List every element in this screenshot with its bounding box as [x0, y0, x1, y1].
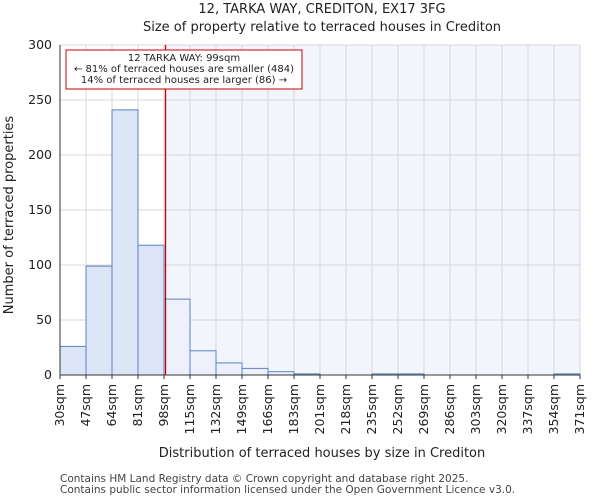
histogram-bar — [137, 244, 165, 376]
x-tick-label: 201sqm — [312, 384, 327, 434]
chart-title: 12, TARKA WAY, CREDITON, EX17 3FG — [198, 2, 445, 17]
x-tick-label: 286sqm — [442, 384, 457, 434]
x-tick-label: 235sqm — [364, 384, 379, 434]
histogram-bar — [85, 265, 113, 376]
x-tick-label: 320sqm — [494, 384, 509, 434]
y-axis-label: Number of terraced properties — [2, 116, 17, 315]
y-tick-label: 50 — [36, 312, 52, 327]
x-tick-label: 183sqm — [286, 384, 301, 434]
footer-licence: Contains public sector information licen… — [60, 484, 516, 496]
y-tick-label: 300 — [28, 37, 52, 52]
x-tick-label: 269sqm — [416, 384, 431, 434]
x-tick-label: 149sqm — [234, 384, 249, 434]
histogram-bar — [241, 367, 269, 376]
x-tick-label: 337sqm — [520, 384, 535, 434]
histogram-bar — [111, 109, 139, 376]
plot-area: 0 50 100 150 200 250 300 30sqm 47sqm 64sqm 81sqm 98… — [28, 37, 587, 434]
annotation-smaller: ← 81% of terraced houses are smaller (48… — [74, 64, 294, 75]
x-axis-label: Distribution of terraced houses by size … — [159, 446, 486, 461]
x-tick-label: 98sqm — [156, 384, 171, 427]
x-tick-label: 303sqm — [468, 384, 483, 434]
annotation-box — [65, 49, 303, 90]
x-tick-label: 115sqm — [182, 384, 197, 434]
x-tick-label: 81sqm — [130, 384, 145, 427]
annotation-title: 12 TARKA WAY: 99sqm — [128, 53, 240, 64]
histogram-bar — [215, 362, 243, 376]
y-tick-label: 0 — [44, 367, 52, 382]
histogram-bar — [59, 345, 87, 376]
x-tick-label: 47sqm — [78, 384, 93, 427]
x-tick-label: 166sqm — [260, 384, 275, 434]
y-tick-label: 200 — [28, 147, 52, 162]
x-tick-label: 64sqm — [104, 384, 119, 427]
chart-subtitle: Size of property relative to terraced ho… — [143, 20, 501, 35]
y-tick-label: 250 — [28, 92, 52, 107]
x-tick-label: 252sqm — [390, 384, 405, 434]
annotation-larger: 14% of terraced houses are larger (86) → — [81, 75, 287, 86]
x-tick-label: 218sqm — [338, 384, 353, 434]
histogram-bar — [189, 350, 217, 376]
y-tick-label: 100 — [28, 257, 52, 272]
x-tick-label: 354sqm — [546, 384, 561, 434]
footer-copyright: Contains HM Land Registry data © Crown c… — [60, 473, 469, 485]
x-tick-label: 132sqm — [208, 384, 223, 434]
histogram-bar — [163, 298, 191, 376]
x-tick-label: 371sqm — [572, 384, 587, 434]
x-tick-label: 30sqm — [52, 384, 67, 427]
y-tick-label: 150 — [28, 202, 52, 217]
